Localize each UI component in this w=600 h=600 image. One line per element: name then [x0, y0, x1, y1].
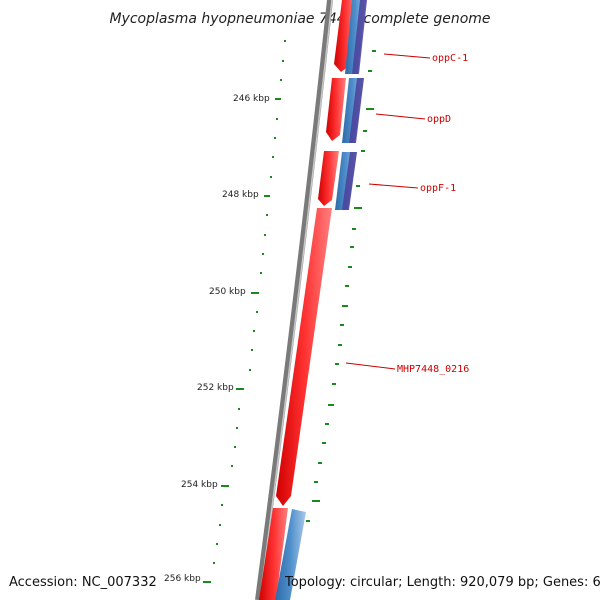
tick-label-252kbp: 252 kbp: [197, 383, 234, 393]
tick-label-256kbp: 256 kbp: [164, 574, 201, 584]
backbone-highlight: [259, 0, 333, 600]
gene-MHP7448_0216-arrow[interactable]: [276, 208, 332, 506]
accession-text: Accession: NC_007332: [9, 575, 157, 590]
gene-next-forward[interactable]: [259, 508, 288, 600]
topology-summary: Topology: circular; Length: 920,079 bp; …: [285, 575, 600, 590]
gene-label-oppC-1[interactable]: oppC-1: [432, 53, 468, 64]
tick-label-248kbp: 248 kbp: [222, 190, 259, 200]
forward-genes: [259, 0, 356, 600]
tick-label-246kbp: 246 kbp: [233, 94, 270, 104]
gene-label-MHP7448_0216[interactable]: MHP7448_0216: [397, 364, 469, 375]
reverse-cds-track: [275, 0, 367, 600]
gene-oppF-1-arrow[interactable]: [318, 151, 339, 206]
cds-blue-2-inner[interactable]: [349, 78, 364, 143]
gene-label-oppD[interactable]: oppD: [427, 114, 451, 125]
tick-label-250kbp: 250 kbp: [209, 287, 246, 297]
gc-skew-track-left: [203, 40, 286, 583]
map-title: Mycoplasma hyopneumoniae 7448, complete …: [109, 11, 490, 27]
cds-blue-4[interactable]: [275, 509, 306, 600]
gene-label-oppF-1[interactable]: oppF-1: [420, 183, 456, 194]
cds-blue-3-inner[interactable]: [342, 152, 357, 210]
tick-label-254kbp: 254 kbp: [181, 480, 218, 490]
gene-oppD-arrow[interactable]: [326, 78, 346, 141]
genome-backbone: [255, 0, 333, 600]
cds-blue-1-inner[interactable]: [352, 0, 367, 74]
gene-label-lines: [345, 53, 431, 370]
gc-skew-track-right: [306, 50, 376, 522]
